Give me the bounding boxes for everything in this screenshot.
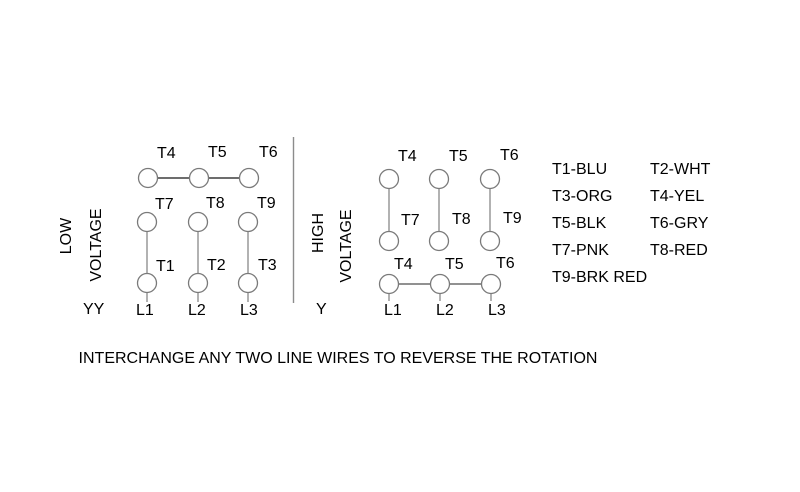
legend-entry: T1-BLU [552, 161, 608, 178]
terminal-label: T9 [257, 195, 276, 212]
line-wire-label: L2 [436, 302, 454, 319]
terminal-circle [187, 272, 209, 294]
terminal-label: T2 [207, 257, 226, 274]
terminal-circle [187, 211, 209, 233]
legend-entry: T4-YEL [650, 188, 705, 205]
terminal-label: T8 [452, 211, 471, 228]
terminal-label: T6 [500, 147, 519, 164]
low-voltage-title-word-1: LOW [58, 217, 75, 255]
legend-entry: T6-GRY [650, 215, 709, 232]
terminal-label: T6 [496, 255, 515, 272]
high-voltage-title-word-1: HIGH [310, 213, 327, 253]
legend-entry: T3-ORG [552, 188, 613, 205]
legend-entry: T8-RED [650, 242, 708, 259]
terminal-label: T5 [449, 148, 468, 165]
terminal-label: T7 [401, 212, 420, 229]
terminal-circle [188, 167, 210, 189]
terminal-label: T4 [394, 256, 413, 273]
line-wire-label: L1 [384, 302, 402, 319]
terminal-label: T5 [208, 144, 227, 161]
terminal-label: T7 [155, 196, 174, 213]
terminal-circle [428, 168, 450, 190]
terminal-circle [378, 230, 400, 252]
high-voltage-title-word-2: VOLTAGE [338, 209, 355, 283]
low-voltage-title-word-2: VOLTAGE [88, 208, 105, 282]
line-wire-label: L2 [188, 302, 206, 319]
terminal-label: T6 [259, 144, 278, 161]
terminal-label: T1 [156, 258, 175, 275]
terminal-circle [136, 272, 158, 294]
terminal-circle [378, 273, 400, 295]
terminal-circle [137, 167, 159, 189]
terminal-label: T5 [445, 256, 464, 273]
legend-entry: T7-PNK [552, 242, 609, 259]
terminal-circle [480, 273, 502, 295]
high-voltage-connection-symbol: Y [316, 301, 327, 318]
terminal-circle [237, 272, 259, 294]
line-wire-label: L3 [240, 302, 258, 319]
terminal-circle [479, 168, 501, 190]
terminal-label: T4 [157, 145, 176, 162]
terminal-circle [429, 273, 451, 295]
terminal-circle-group [136, 167, 502, 295]
terminal-circle [237, 211, 259, 233]
terminal-circle [238, 167, 260, 189]
legend-entry: T5-BLK [552, 215, 607, 232]
terminal-label: T4 [398, 148, 417, 165]
legend-entry: T2-WHT [650, 161, 711, 178]
terminal-circle [136, 211, 158, 233]
terminal-label: T9 [503, 210, 522, 227]
terminal-label: T3 [258, 257, 277, 274]
line-wire-label: L1 [136, 302, 154, 319]
rotation-reversal-caption: INTERCHANGE ANY TWO LINE WIRES TO REVERS… [78, 350, 598, 367]
low-voltage-connection-symbol: YY [83, 301, 105, 318]
terminal-circle [479, 230, 501, 252]
legend-entry: T9-BRK RED [552, 269, 648, 286]
terminal-label: T8 [206, 195, 225, 212]
terminal-circle [378, 168, 400, 190]
line-wire-label: L3 [488, 302, 506, 319]
wire-color-legend: T1-BLU T2-WHT T3-ORG T4-YEL T5-BLK T6-GR… [552, 161, 710, 286]
terminal-circle [428, 230, 450, 252]
